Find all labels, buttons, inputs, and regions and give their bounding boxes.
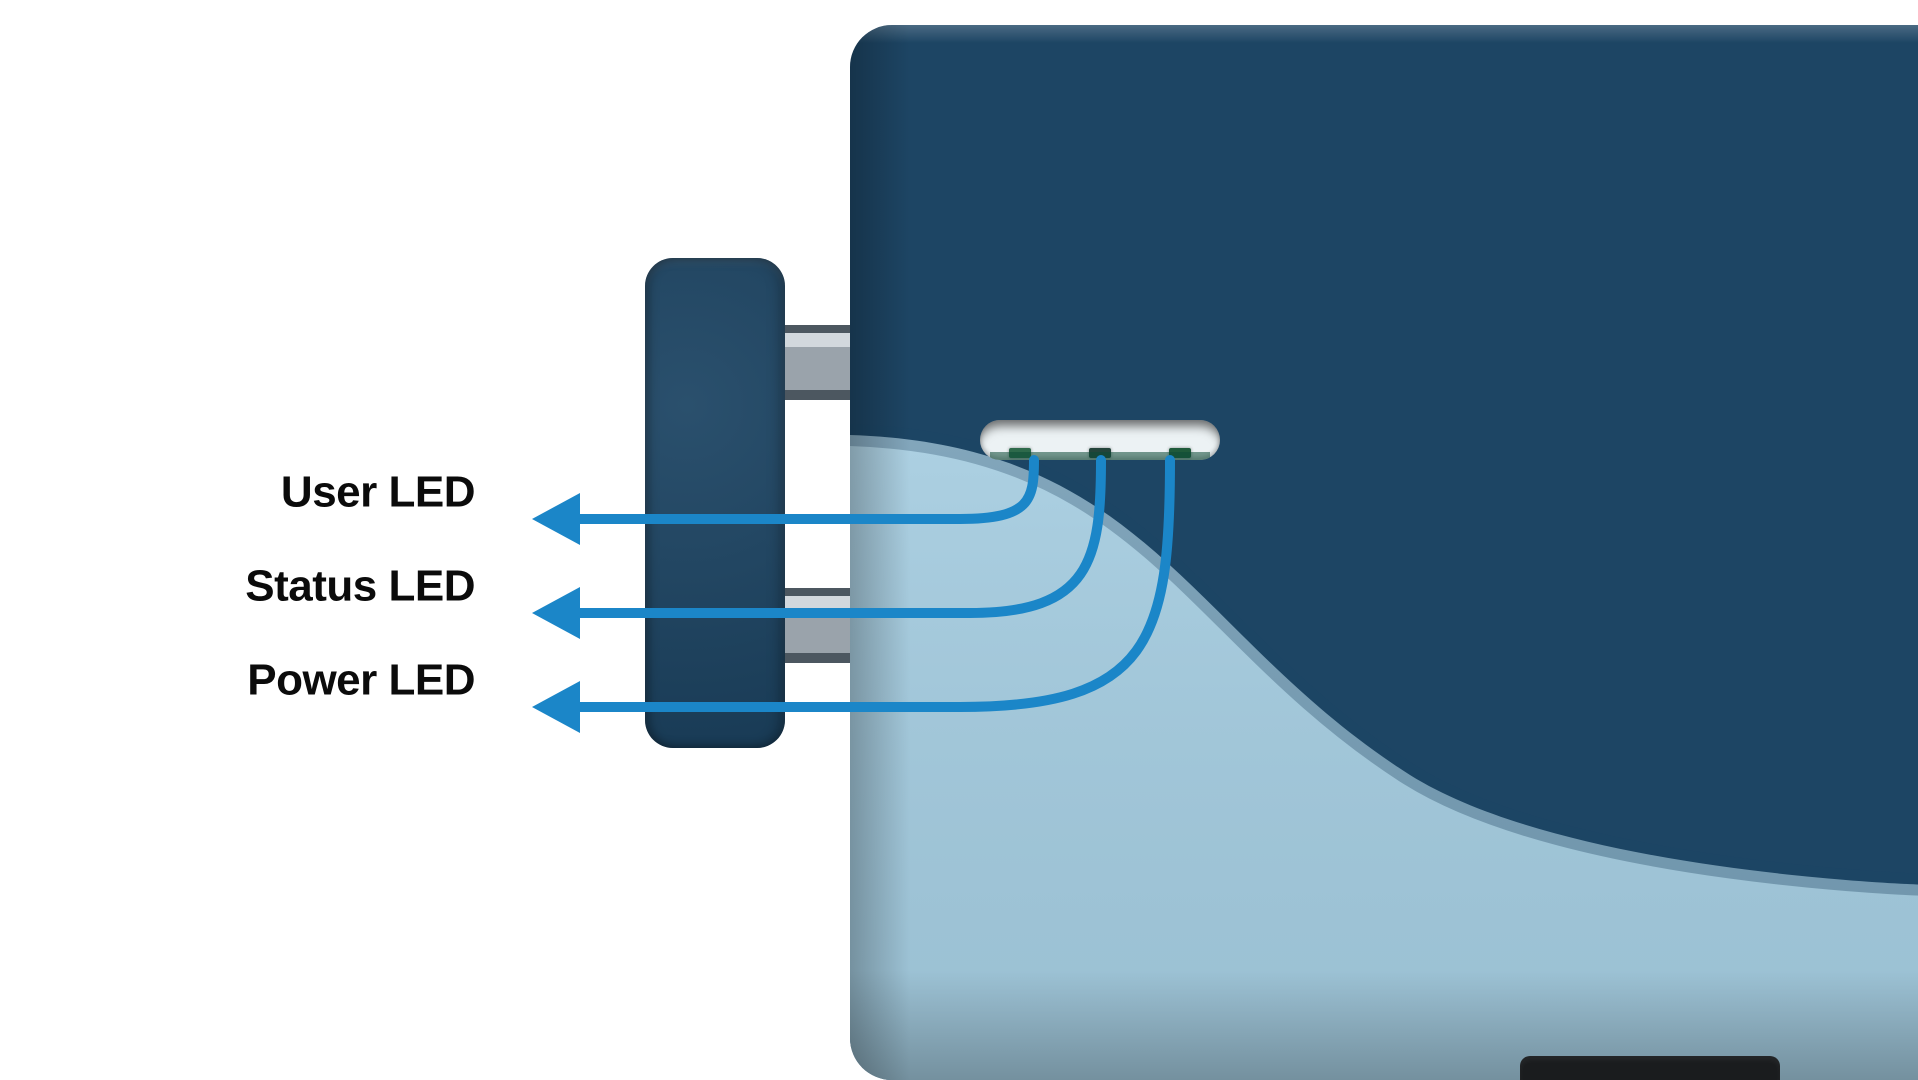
- diagram-stage: User LED Status LED Power LED: [0, 0, 1918, 1080]
- body-shadow-left: [850, 25, 910, 1080]
- metal-bar-top: [783, 325, 851, 400]
- body-highlight-top: [850, 25, 1918, 43]
- side-tab-shading: [645, 258, 785, 748]
- side-tab: [645, 258, 785, 748]
- device-body-svg: [850, 25, 1918, 1080]
- device-body: [850, 25, 1918, 1080]
- device-foot: [1520, 1056, 1780, 1080]
- led-window: [980, 420, 1220, 460]
- label-power-led: Power LED: [0, 656, 475, 706]
- label-user-led: User LED: [0, 468, 475, 518]
- label-status-led: Status LED: [0, 562, 475, 612]
- metal-bar-bottom: [783, 588, 851, 663]
